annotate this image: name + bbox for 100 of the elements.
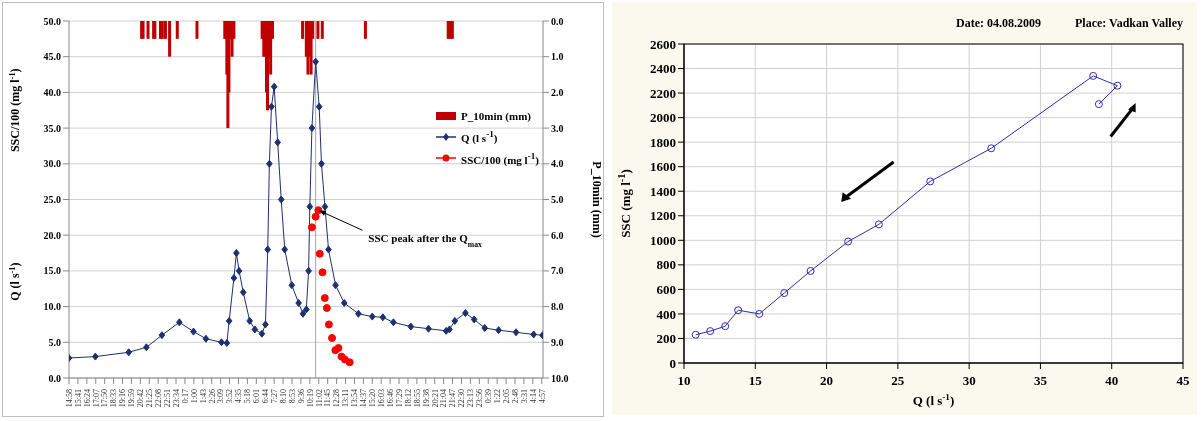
x-tick-label: 14:37 (359, 389, 369, 408)
x-tick-label: 1:43 (198, 389, 208, 404)
y-tick-label: 1600 (650, 159, 676, 175)
x-tick-label: 4:14 (528, 389, 538, 404)
x-tick-label: 23:13 (466, 389, 476, 408)
y-tick-label: 20.0 (43, 229, 61, 241)
x-tick-label: 2:26 (207, 389, 217, 404)
x-tick-label: 16:24 (82, 389, 92, 408)
x-tick-label: 8:10 (278, 389, 288, 404)
x-tick-label: 19:16 (118, 389, 128, 408)
x-tick-label: 16:46 (385, 389, 395, 408)
y-tick-label: 5.0 (48, 336, 61, 348)
y-tick-label: 800 (656, 257, 676, 273)
y-tick-label: 2600 (650, 36, 676, 52)
x-tick-label: 9:36 (296, 389, 306, 404)
x-tick-label: 13:54 (350, 389, 360, 408)
y2-tick-label: 9.0 (551, 336, 564, 348)
annotation: SSC peak after the Q$_{max}$ (368, 232, 483, 249)
x-tick-label: 4:57 (537, 389, 547, 404)
x-tick-label: 12:28 (332, 389, 342, 408)
y-tick-label: 50.0 (43, 15, 61, 27)
x-tick-label: 19:38 (421, 389, 431, 408)
legend-label: SSC/100 (mg l$^{-1}$) (461, 150, 539, 166)
x-tick-label: 18:12 (403, 389, 413, 408)
x-tick-label: 15 (748, 373, 763, 388)
x-tick-label: 35 (1033, 373, 1048, 388)
y-tick-label: 25.0 (43, 194, 61, 206)
x-tick-label: 1:22 (492, 389, 502, 404)
y-tick-label: 35.0 (43, 122, 61, 134)
y-tick-label: 400 (656, 306, 676, 322)
y-tick-label: 30.0 (43, 158, 61, 170)
x-tick-label: 3:31 (519, 389, 529, 404)
chart-title: Date: 04.08.2009 (955, 16, 1041, 31)
x-tick-label: 21:25 (145, 389, 155, 408)
x-tick-label: 2:05 (501, 389, 511, 404)
x-tick-label: 4:35 (234, 389, 244, 404)
x-tick-label: 17:29 (394, 389, 404, 408)
x-tick-label: 21:47 (448, 389, 458, 408)
y-tick-label: 10.0 (43, 301, 61, 313)
y2-axis-title: P_10min (mm) (590, 161, 604, 238)
x-axis-title: Q (l s$^{-1}$) (912, 392, 955, 408)
x-tick-label: 17:07 (91, 389, 101, 408)
x-tick-label: 14:58 (64, 389, 74, 408)
x-tick-label: 19:59 (127, 389, 137, 408)
x-tick-label: 22:51 (162, 389, 172, 408)
x-tick-label: 23:56 (475, 389, 485, 408)
y2-tick-label: 8.0 (551, 301, 564, 313)
x-tick-label: 8:53 (287, 389, 297, 404)
x-tick-label: 22:30 (457, 389, 467, 408)
y-tick-label: 1800 (650, 134, 676, 150)
y2-tick-label: 0.0 (551, 15, 564, 27)
y-tick-label: 1000 (650, 232, 676, 248)
y-tick-label: 45.0 (43, 51, 61, 63)
x-tick-label: 17:50 (100, 389, 110, 408)
x-tick-label: 21:04 (439, 389, 449, 408)
x-tick-label: 3:52 (225, 389, 235, 404)
legend-label: Q (l s$^{-1}$) (461, 129, 498, 144)
y2-tick-label: 1.0 (551, 51, 564, 63)
y-tick-label: 2000 (650, 110, 676, 126)
x-tick-label: 3:09 (216, 389, 226, 404)
y-tick-label: 0 (669, 355, 676, 371)
x-tick-label: 6:44 (261, 389, 271, 404)
y-tick-label: 1200 (650, 208, 676, 224)
x-tick-label: 30 (962, 373, 976, 388)
y2-tick-label: 3.0 (551, 122, 564, 134)
y-tick-label: 15.0 (43, 265, 61, 277)
y-tick-label: 600 (656, 282, 676, 297)
legend-label: P_10min (mm) (461, 110, 532, 123)
x-tick-label: 13:11 (341, 389, 351, 407)
x-tick-label: 10:19 (305, 389, 315, 408)
x-tick-label: 0:17 (180, 389, 190, 404)
x-tick-label: 15:20 (368, 389, 378, 408)
x-tick-label: 11:45 (323, 389, 333, 407)
x-tick-label: 7:27 (269, 389, 279, 404)
x-tick-label: 18:33 (109, 389, 119, 408)
x-tick-label: 18:55 (412, 389, 422, 408)
x-tick-label: 22:08 (154, 389, 163, 408)
x-tick-label: 25 (891, 373, 905, 388)
x-tick-label: 16:03 (377, 389, 386, 408)
y2-tick-label: 5.0 (551, 194, 564, 206)
y2-tick-label: 6.0 (551, 229, 564, 241)
x-tick-label: 10 (677, 373, 691, 388)
x-tick-label: 1:00 (189, 389, 199, 404)
y-tick-label: 1400 (650, 183, 676, 199)
x-tick-label: 2:48 (510, 389, 520, 404)
x-tick-label: 11:02 (314, 389, 324, 407)
y2-tick-label: 4.0 (551, 158, 564, 170)
y2-tick-label: 10.0 (551, 372, 569, 384)
x-tick-label: 20:21 (430, 389, 440, 408)
x-tick-label: 5:18 (243, 389, 253, 404)
x-tick-label: 0:39 (484, 389, 494, 404)
y2-tick-label: 2.0 (551, 86, 564, 98)
y-tick-label: 2400 (650, 61, 676, 77)
chart-subtitle: Place: Vadkan Valley (1074, 16, 1183, 31)
x-tick-label: 40 (1105, 373, 1119, 388)
y-tick-label: 200 (656, 331, 676, 347)
y2-tick-label: 7.0 (551, 265, 564, 277)
x-tick-label: 45 (1176, 373, 1190, 388)
x-tick-label: 6:01 (252, 389, 262, 404)
y-tick-label: 2200 (650, 85, 676, 101)
